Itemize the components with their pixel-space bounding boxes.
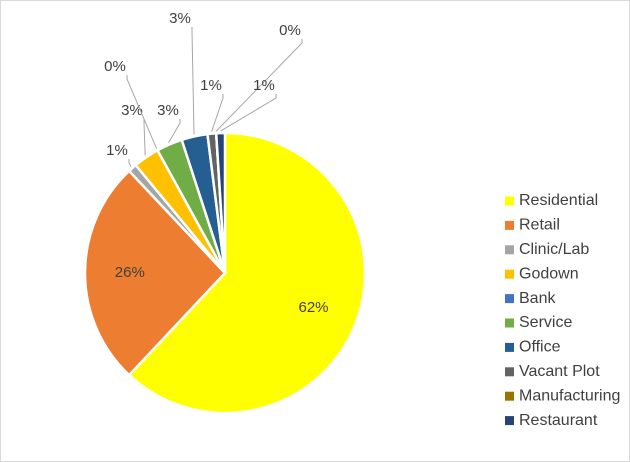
leader-line — [215, 39, 303, 132]
legend-label: Retail — [519, 217, 560, 234]
legend-swatch — [505, 367, 514, 377]
legend-label: Godown — [519, 265, 579, 282]
legend-label: Manufacturing — [519, 387, 620, 404]
legend-swatch — [505, 220, 514, 230]
legend-label: Service — [519, 314, 572, 331]
data-label: 62% — [298, 299, 328, 316]
data-label: 1% — [253, 77, 275, 94]
legend-swatch — [505, 391, 514, 401]
legend-swatch — [505, 318, 514, 328]
data-label: 1% — [106, 142, 128, 159]
leader-line — [191, 27, 195, 135]
data-label: 0% — [104, 58, 126, 75]
legend-swatch — [505, 294, 514, 304]
legend-label: Restaurant — [519, 412, 598, 429]
pie-slice — [214, 131, 227, 274]
leader-line — [126, 75, 158, 149]
data-label: 3% — [157, 102, 179, 119]
legend-label: Vacant Plot — [519, 363, 600, 380]
leader-line — [168, 119, 181, 143]
data-label: 0% — [279, 22, 301, 39]
leader-line — [143, 119, 146, 156]
legend-swatch — [505, 269, 514, 279]
legend-swatch — [505, 245, 514, 255]
pie-slice — [127, 131, 367, 415]
leader-line — [211, 94, 224, 132]
data-label: 3% — [121, 102, 143, 119]
legend-swatch — [505, 342, 514, 352]
leader-line — [220, 94, 277, 132]
legend-swatch — [505, 416, 514, 426]
legend-label: Residential — [519, 192, 598, 209]
leader-line — [128, 159, 132, 167]
data-label: 3% — [169, 10, 191, 27]
legend-label: Clinic/Lab — [519, 241, 589, 258]
pie-slice — [83, 169, 227, 377]
data-label: 26% — [115, 264, 145, 281]
legend-label: Bank — [519, 290, 556, 307]
legend-label: Office — [519, 339, 561, 356]
data-label: 1% — [200, 77, 222, 94]
legend-swatch — [505, 196, 514, 206]
